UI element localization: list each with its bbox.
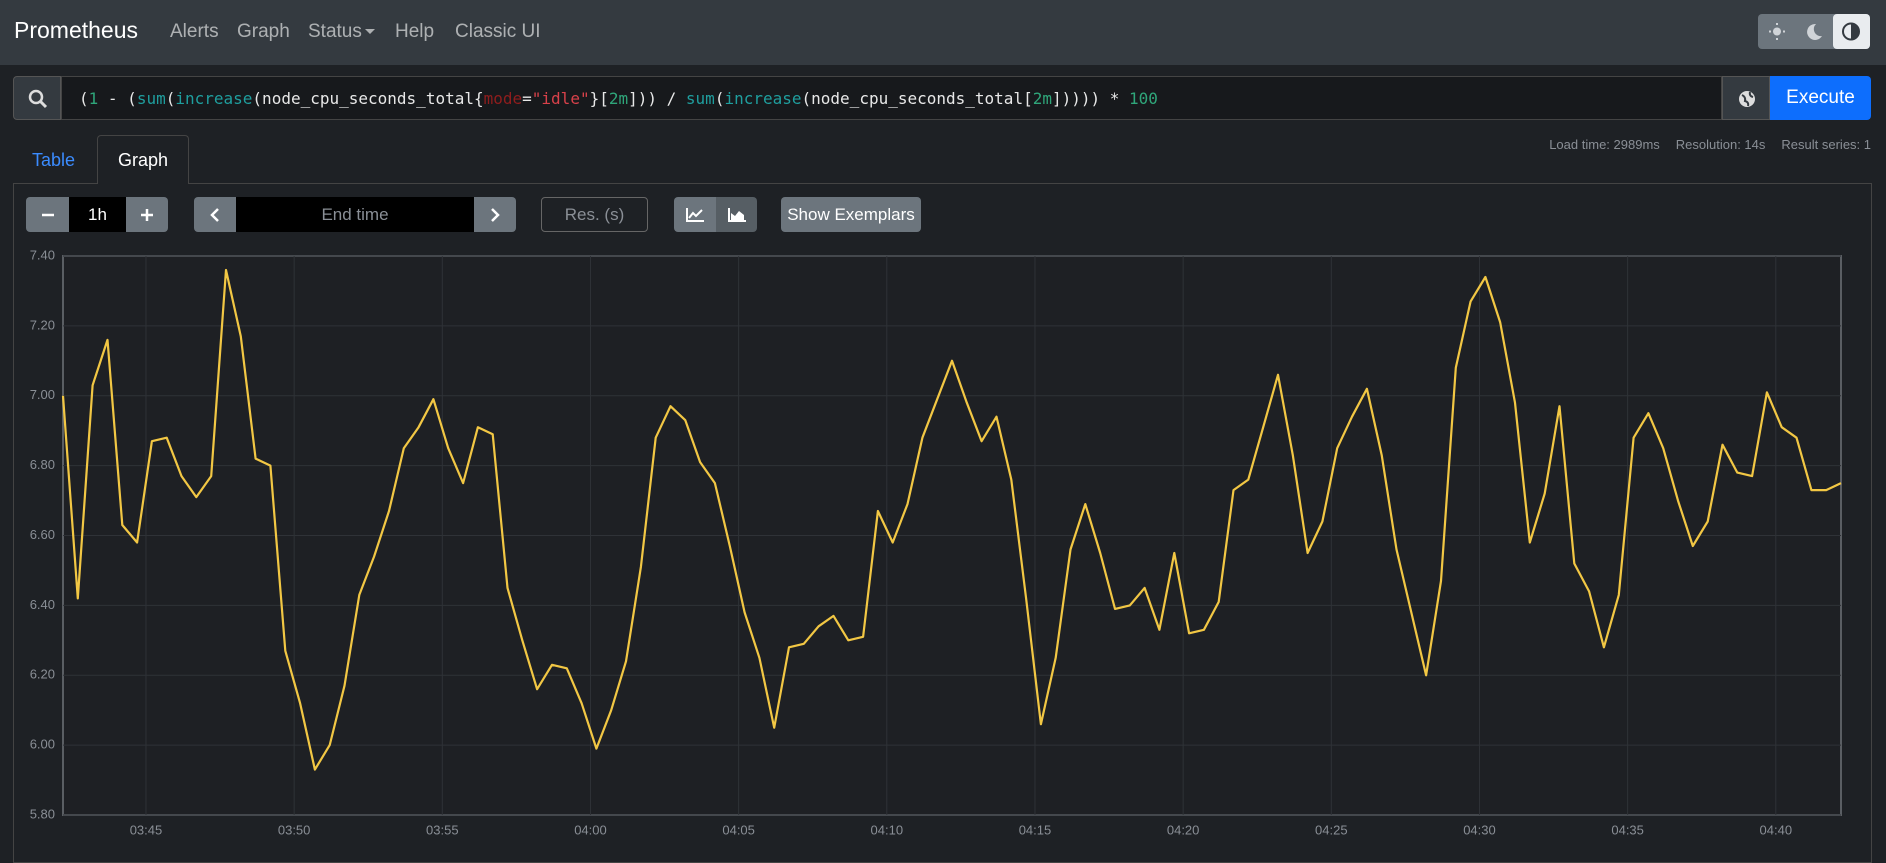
query-token: sum — [685, 88, 715, 108]
theme-toggle — [1758, 14, 1870, 49]
search-icon — [28, 89, 48, 109]
query-input[interactable]: (1 - (sum(increase (node_cpu_seconds_tota… — [61, 76, 1722, 120]
query-token: increase — [175, 88, 253, 108]
query-token: ( — [714, 88, 725, 108]
query-token: sum — [136, 88, 166, 108]
x-tick-label: 04:05 — [722, 822, 755, 837]
x-tick-label: 03:50 — [278, 822, 311, 837]
plus-icon — [141, 208, 153, 221]
range-plus[interactable] — [126, 197, 168, 232]
globe-icon — [1739, 91, 1755, 107]
x-tick-label: 04:25 — [1315, 822, 1348, 837]
chevron-right — [491, 207, 500, 222]
query-token: mode — [483, 88, 523, 108]
end-time-next[interactable] — [474, 197, 516, 232]
x-tick-label: 04:35 — [1611, 822, 1644, 837]
query-token: ( — [79, 88, 89, 108]
y-tick-label: 7.20 — [30, 317, 55, 332]
x-tick-label: 04:40 — [1760, 822, 1793, 837]
query-token: 1 — [88, 88, 99, 108]
search-button[interactable] — [13, 76, 61, 120]
query-token: increase — [724, 88, 802, 108]
query-token: 100 — [1129, 88, 1158, 108]
y-tick-label: 7.00 — [30, 387, 55, 402]
end-time-input[interactable]: End time — [236, 197, 474, 232]
unstacked-button[interactable] — [674, 197, 716, 232]
nav-link[interactable]: Classic UI — [455, 21, 541, 42]
brand[interactable]: Prometheus — [14, 17, 139, 43]
series-line — [61, 268, 1842, 771]
minus-icon — [41, 213, 54, 216]
query-token: 2m — [608, 88, 629, 108]
range-minus[interactable] — [26, 197, 69, 232]
nav-link[interactable]: Graph — [237, 21, 290, 42]
nav-link[interactable]: Help — [395, 21, 435, 42]
query-token: }[ — [589, 88, 609, 108]
area-chart-icon — [727, 207, 746, 222]
range-input[interactable]: 1h — [69, 197, 126, 232]
stat: Load time: 2989ms — [1549, 137, 1660, 152]
y-tick-label: 6.40 — [30, 597, 55, 612]
x-tick-label: 03:45 — [130, 822, 163, 837]
x-tick-label: 04:00 — [574, 822, 607, 837]
resolution-input[interactable]: Res. (s) — [541, 197, 648, 232]
exemplars-button[interactable]: Show Exemplars — [781, 197, 921, 232]
execute-button[interactable]: Execute — [1770, 76, 1871, 120]
metrics-explorer-button[interactable] — [1722, 76, 1770, 120]
end-time-prev[interactable] — [194, 197, 236, 232]
x-tick-label: 04:20 — [1167, 822, 1200, 837]
y-tick-label: 6.00 — [30, 737, 55, 752]
tab[interactable]: Table — [32, 150, 76, 170]
tab[interactable]: Graph — [97, 135, 189, 184]
chart: 5.80 6.00 6.20 6.40 6.60 6.80 7.00 7.20 7.40 03:4… — [30, 247, 1842, 837]
query-token: ])))) * — [1051, 88, 1130, 108]
y-tick-label: 7.40 — [30, 247, 55, 262]
theme-icons — [1769, 14, 1870, 49]
query-token: ])) / — [628, 88, 686, 108]
stat: Resolution: 14s — [1675, 137, 1766, 152]
nav-link[interactable]: Status — [308, 21, 362, 42]
chevron-left — [210, 207, 219, 222]
stat: Result series: 1 — [1781, 137, 1871, 152]
query-token: "idle" — [531, 88, 590, 108]
caret — [365, 29, 375, 34]
navbar: Prometheus Alerts Graph Status Help Clas… — [0, 0, 1886, 65]
y-tick-label: 6.20 — [30, 667, 55, 682]
x-tick-label: 03:55 — [426, 822, 459, 837]
query-token: - ( — [98, 88, 137, 108]
x-tick-label: 04:15 — [1019, 822, 1052, 837]
query-stats: Load time: 2989ms Resolution: 14s Result… — [1549, 137, 1871, 152]
query-token: = — [522, 88, 532, 108]
nav-link[interactable]: Alerts — [170, 21, 219, 42]
query-token: (node_cpu_seconds_total[ — [801, 88, 1033, 108]
x-tick-label: 04:10 — [871, 822, 904, 837]
y-tick-label: 5.80 — [30, 806, 55, 821]
y-tick-label: 6.80 — [30, 457, 55, 472]
y-tick-label: 6.60 — [30, 527, 55, 542]
query-token: 2m — [1032, 88, 1052, 108]
stacked-button[interactable] — [716, 197, 757, 232]
x-tick-label: 04:30 — [1463, 822, 1496, 837]
query-token: ( — [165, 88, 176, 108]
query-token: (node_cpu_seconds_total{ — [252, 88, 484, 108]
line-chart-icon — [686, 207, 704, 222]
